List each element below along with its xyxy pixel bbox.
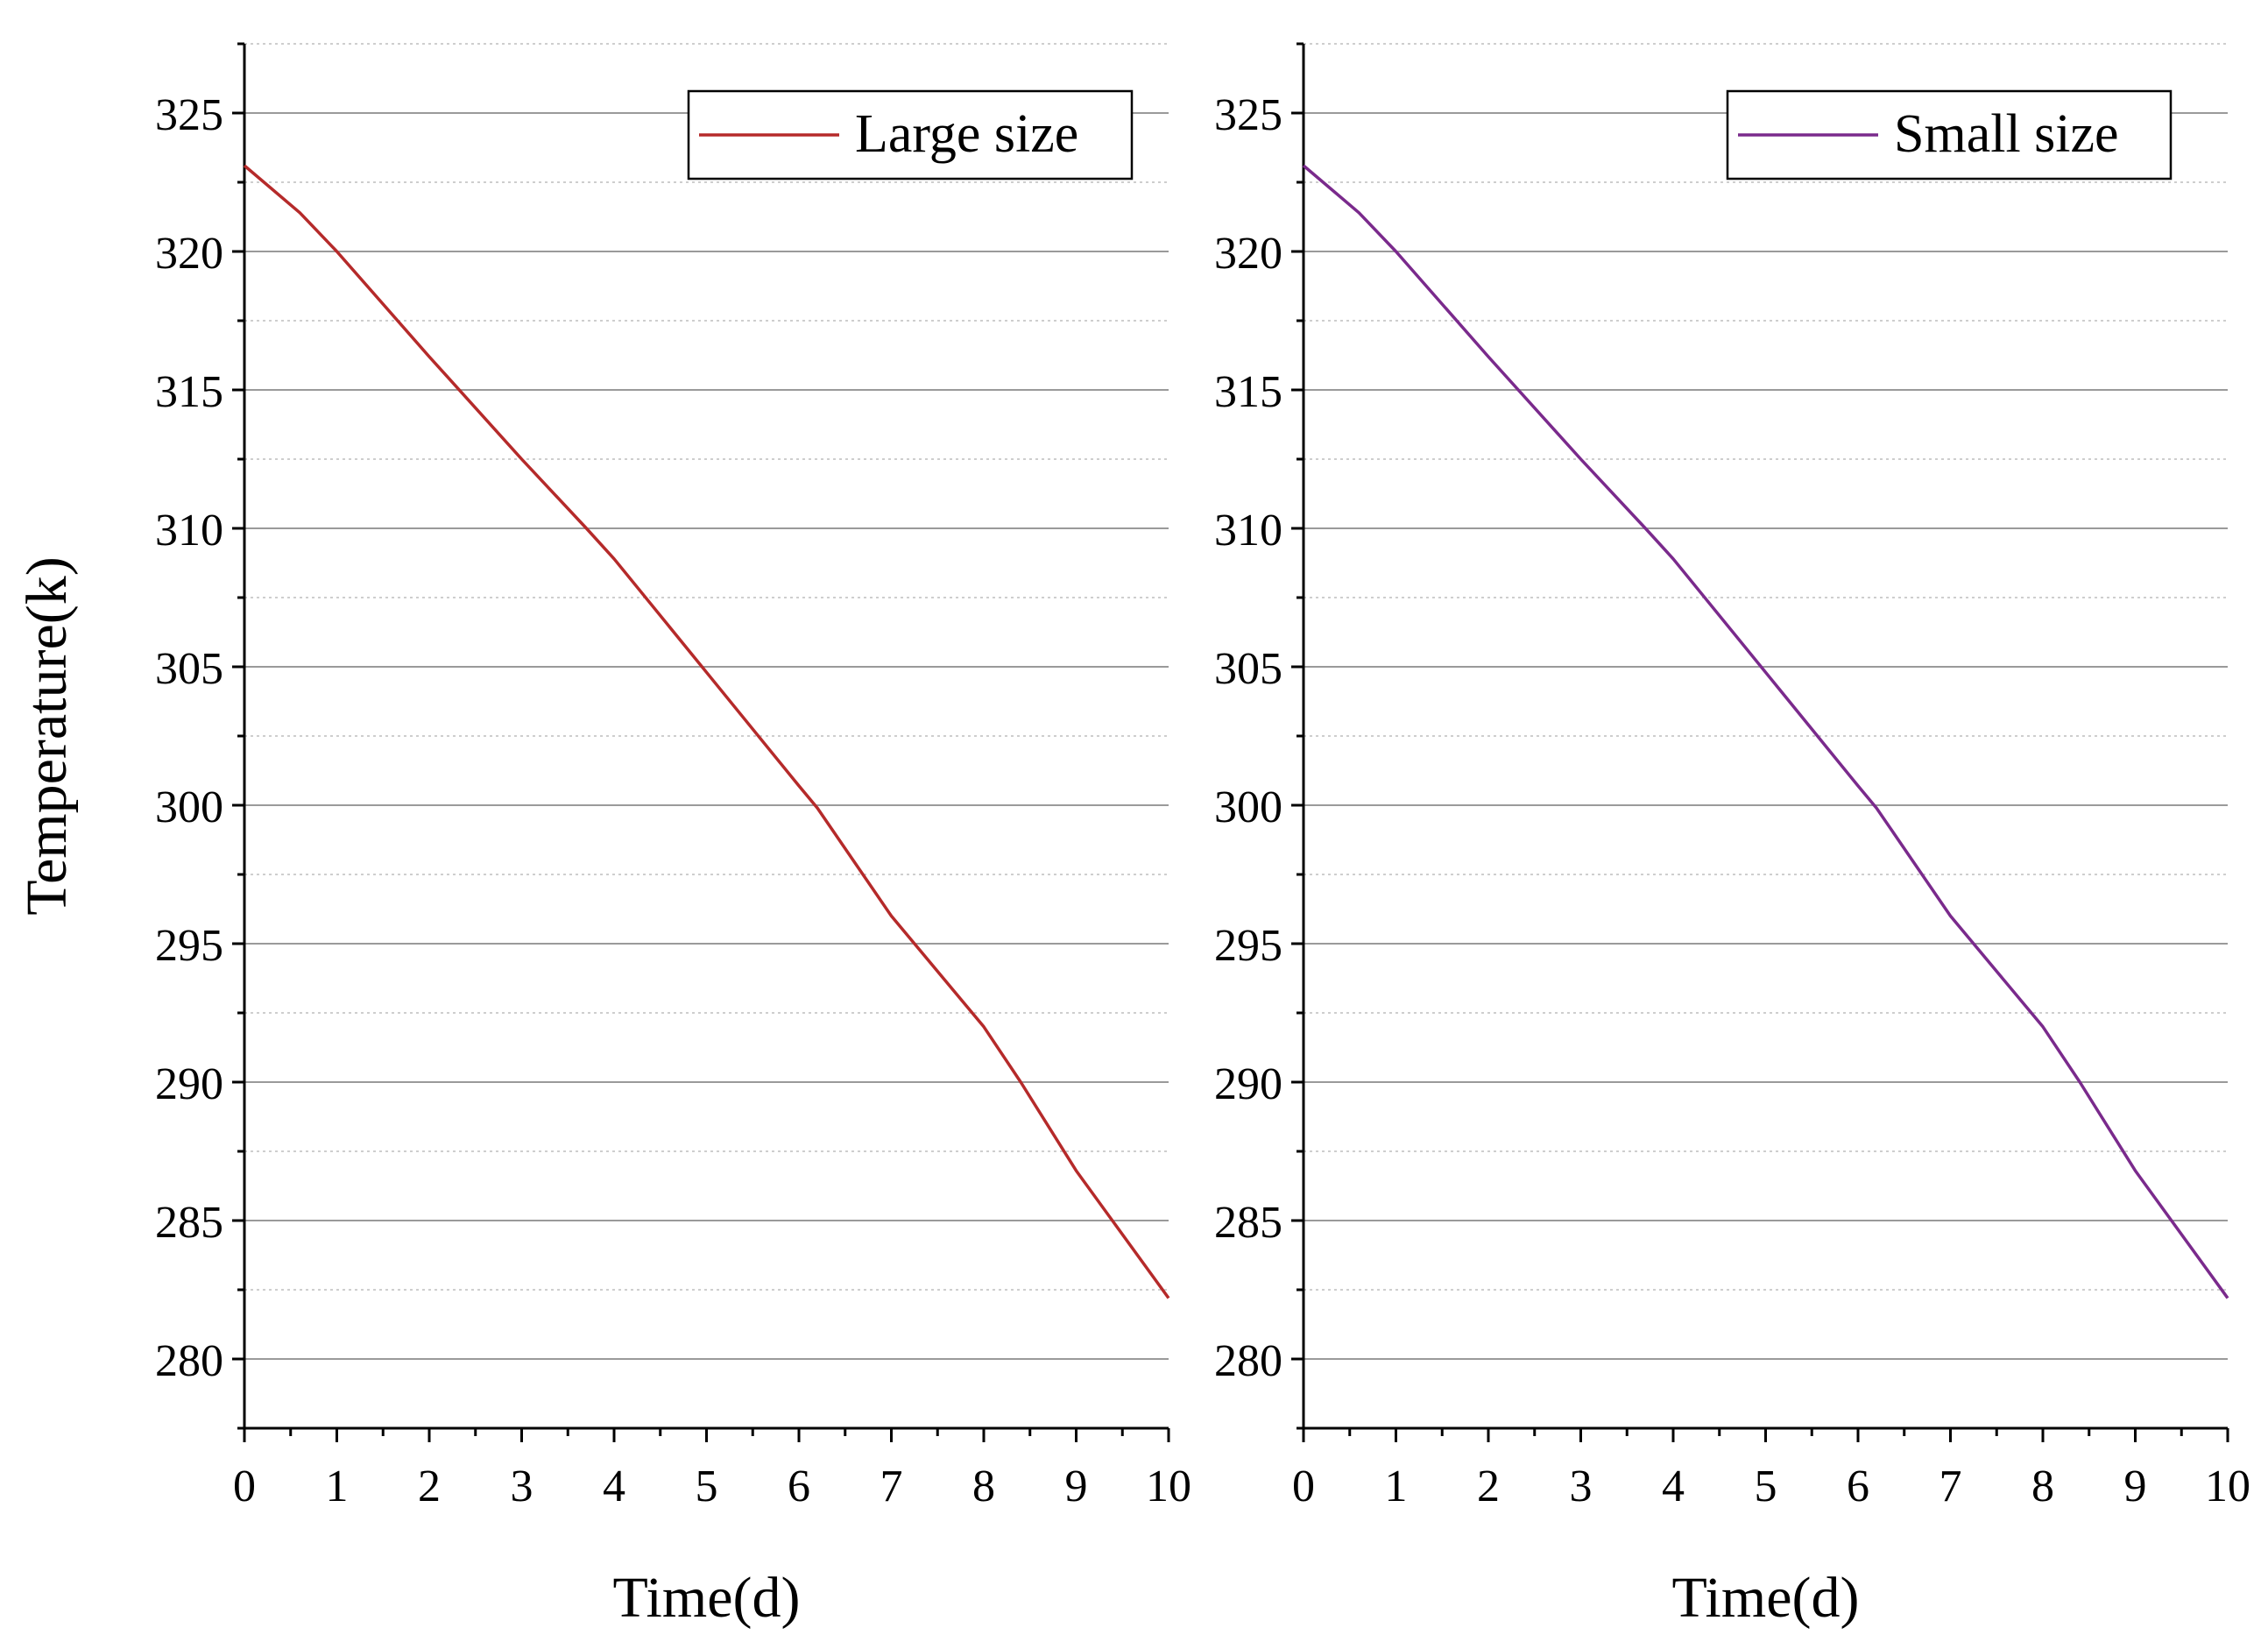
y-tick-label: 295 (1214, 921, 1282, 971)
y-tick-label: 315 (1214, 367, 1282, 417)
y-tick-label: 305 (155, 644, 223, 694)
x-tick-label: 2 (1477, 1462, 1500, 1511)
right-panel: 280 285 290 295 300 305 310 315 320 325 0 1 2 3 4 5 6 7 8 9… (1214, 42, 2250, 1630)
x-tick-label: 6 (788, 1462, 810, 1511)
x-tick-label: 8 (972, 1462, 995, 1511)
series-line (243, 164, 1170, 1299)
x-tick-label: 5 (696, 1462, 718, 1511)
x-tick-label: 1 (1385, 1462, 1408, 1511)
y-tick-label: 325 (155, 90, 223, 140)
x-tick-label: 4 (1662, 1462, 1685, 1511)
y-tick-label: 295 (155, 921, 223, 971)
y-tick-label: 300 (155, 782, 223, 832)
x-tick-label: 9 (2124, 1462, 2147, 1511)
y-tick-label: 290 (1214, 1059, 1282, 1109)
left-panel: 280 285 290 295 300 305 310 315 320 325 0 1 2 3 4 5 6 7 8 9… (15, 42, 1191, 1630)
x-tick-label: 7 (880, 1462, 903, 1511)
series-line (1302, 164, 2229, 1299)
y-tick-label: 290 (155, 1059, 223, 1109)
legend-label: Large size (855, 104, 1078, 164)
y-axis-title: Temperature(k) (15, 556, 79, 915)
y-tick-label: 280 (1214, 1336, 1282, 1386)
x-tick-label: 5 (1755, 1462, 1777, 1511)
y-tick-label: 320 (155, 229, 223, 279)
y-tick-label: 285 (1214, 1198, 1282, 1248)
x-tick-label: 3 (1570, 1462, 1593, 1511)
x-tick-label: 7 (1939, 1462, 1962, 1511)
x-tick-label: 10 (2205, 1462, 2250, 1511)
y-tick-label: 300 (1214, 782, 1282, 832)
y-tick-label: 285 (155, 1198, 223, 1248)
x-tick-label: 0 (1292, 1462, 1315, 1511)
x-tick-label: 1 (326, 1462, 349, 1511)
x-tick-label: 4 (603, 1462, 625, 1511)
x-tick-label: 6 (1847, 1462, 1869, 1511)
x-tick-label: 8 (2031, 1462, 2054, 1511)
y-tick-label: 310 (155, 506, 223, 556)
y-tick-label: 305 (1214, 644, 1282, 694)
x-tick-label: 3 (511, 1462, 533, 1511)
x-tick-label: 10 (1146, 1462, 1191, 1511)
legend-label: Small size (1894, 104, 2119, 164)
x-tick-label: 9 (1065, 1462, 1088, 1511)
y-tick-label: 310 (1214, 506, 1282, 556)
y-tick-label: 325 (1214, 90, 1282, 140)
x-tick-label: 2 (418, 1462, 441, 1511)
y-tick-label: 315 (155, 367, 223, 417)
x-tick-label: 0 (233, 1462, 256, 1511)
x-axis-title: Time(d) (613, 1566, 801, 1630)
y-tick-label: 320 (1214, 229, 1282, 279)
x-axis-title: Time(d) (1672, 1566, 1860, 1630)
y-tick-label: 280 (155, 1336, 223, 1386)
